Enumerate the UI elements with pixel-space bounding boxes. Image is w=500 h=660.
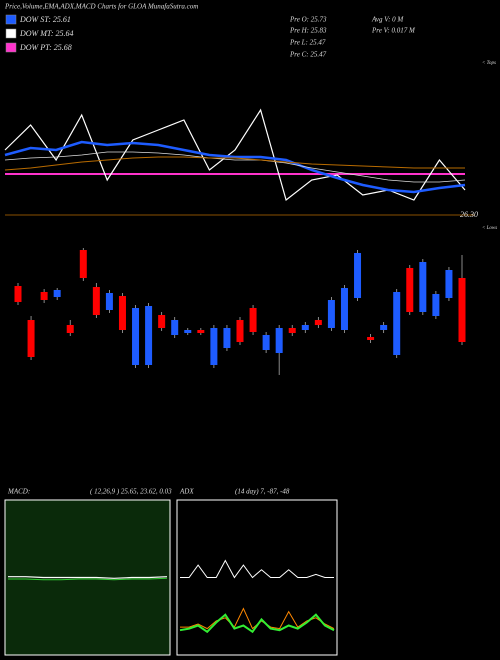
stat: Pre L: 25.47 <box>289 39 326 47</box>
candle-body <box>288 328 296 333</box>
candle-body <box>327 300 335 328</box>
stat: Pre C: 25.47 <box>289 51 327 59</box>
candle-body <box>53 290 61 297</box>
annotation: < Tops <box>482 61 496 66</box>
annotation: 26.30 <box>460 210 478 219</box>
candle-body <box>210 328 218 365</box>
legend-label: DOW PT: 25.68 <box>19 43 72 52</box>
panel-subtitle: ( 12,26,9 ) 25.65, 23.62, 0.03 <box>90 488 172 496</box>
legend-label: DOW MT: 25.64 <box>19 29 74 38</box>
candle-body <box>419 262 427 312</box>
series-line <box>4 140 466 194</box>
panel-title: ADX <box>179 488 194 496</box>
candle-body <box>432 294 440 316</box>
candle-body <box>249 308 257 332</box>
candle-body <box>367 337 375 340</box>
legend-swatch <box>5 14 17 25</box>
candle-body <box>314 320 322 325</box>
candle-body <box>14 286 22 302</box>
candle-body <box>340 288 348 330</box>
candle-body <box>301 325 309 330</box>
stat: Pre H: 25.83 <box>289 27 327 35</box>
candle-body <box>262 335 270 350</box>
series-line <box>8 577 168 581</box>
candle-body <box>275 328 283 353</box>
panel-title: MACD: <box>7 488 30 496</box>
candle-body <box>458 278 466 342</box>
candle-body <box>145 306 153 365</box>
panel-subtitle: (14 day) 7, -87, -48 <box>235 488 290 496</box>
candle-body <box>66 325 74 333</box>
legend-label: DOW ST: 25.61 <box>19 15 71 24</box>
candle-body <box>406 268 414 312</box>
legend-swatch <box>5 42 17 53</box>
series-line <box>179 613 335 634</box>
candle-body <box>27 320 35 357</box>
candle-body <box>236 320 244 342</box>
series-line <box>4 156 465 171</box>
candle-body <box>118 296 126 330</box>
candle-body <box>79 250 87 278</box>
annotation: < Lows <box>482 226 497 231</box>
candle-body <box>92 287 100 315</box>
stat: Avg V: 0 M <box>371 16 404 24</box>
panel <box>176 499 338 656</box>
candle-body <box>393 292 401 355</box>
candle-body <box>105 293 113 310</box>
legend-swatch <box>5 28 17 39</box>
candle-body <box>223 328 231 348</box>
series-line <box>180 559 334 579</box>
candle-body <box>171 320 179 335</box>
candle-body <box>40 292 48 300</box>
stat: Pre V: 0.017 M <box>371 27 416 35</box>
candle-body <box>354 253 362 298</box>
candle-body <box>132 308 140 365</box>
candle-body <box>380 325 388 330</box>
candle-body <box>158 315 166 328</box>
series-line <box>4 151 466 183</box>
stat: Pre O: 25.73 <box>289 16 327 24</box>
candle-body <box>197 330 205 333</box>
candle-body <box>445 270 453 298</box>
candle-body <box>184 330 192 333</box>
chart-title: Price,Volume,EMA,ADX,MACD Charts for GLO… <box>4 3 198 11</box>
series-line <box>8 576 168 579</box>
